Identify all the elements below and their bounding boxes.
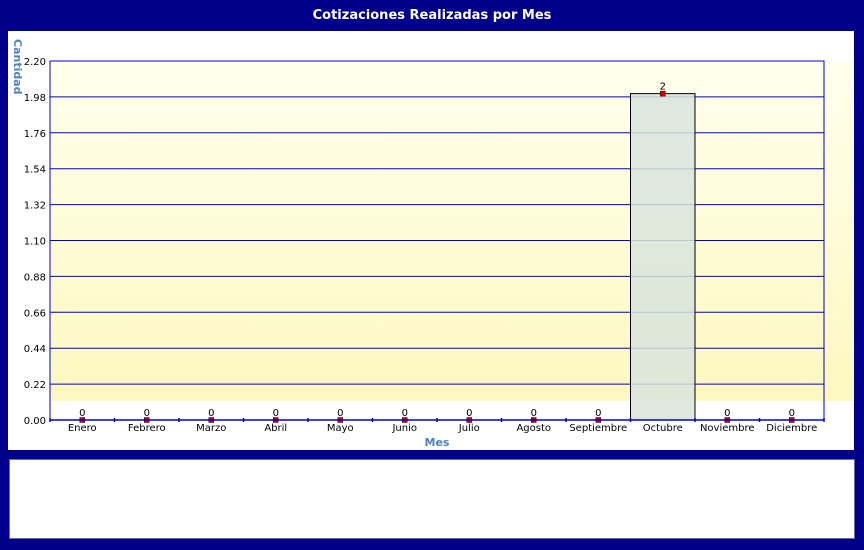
data-label: 0 [273,408,279,419]
chart-title: Cotizaciones Realizadas por Mes [312,8,552,23]
data-label: 0 [144,408,150,419]
y-tick-label: 1.10 [24,237,46,248]
data-label: 0 [79,408,85,419]
x-tick-label: Agosto [516,423,551,434]
y-tick-label: 0.44 [24,344,46,355]
y-tick-label: 1.76 [24,129,46,140]
y-tick-label: 0.88 [24,272,46,283]
y-tick-label: 0.00 [24,416,46,427]
x-tick-label: Julio [458,423,480,434]
bar [630,93,696,421]
x-tick-label: Enero [68,423,97,434]
data-label: 0 [208,408,214,419]
x-tick-label: Abril [264,423,287,434]
x-tick-label: Diciembre [766,423,817,434]
data-label: 0 [724,408,730,419]
data-label: 0 [789,408,795,419]
bar-chart: 0.00 0.22 0.44 0.66 0.88 1.10 1.32 1.54 1.76 1.98… [11,39,854,449]
chart-panel: 0.00 0.22 0.44 0.66 0.88 1.10 1.32 1.54 1.76 1.98… [8,31,854,450]
x-tick-label: Mayo [327,423,354,434]
data-label: 0 [466,408,472,419]
x-tick-label: Noviembre [700,423,755,434]
x-tick-label: Febrero [128,423,166,434]
data-label: 0 [337,408,343,419]
legend-panel [9,459,855,539]
x-tick-label: Marzo [196,423,226,434]
plot-background [50,61,854,401]
y-tick-label: 1.54 [24,165,46,176]
y-tick-label: 0.66 [24,308,46,319]
y-axis-label: Cantidad [11,39,24,95]
data-label: 0 [531,408,537,419]
x-tick-label: Junio [391,423,417,434]
data-label: 0 [595,408,601,419]
data-label: 2 [660,82,666,93]
y-tick-label: 0.22 [24,380,46,391]
data-label: 0 [402,408,408,419]
x-axis-label: Mes [425,436,450,449]
axes [49,418,825,422]
y-tick-label: 2.20 [24,57,46,68]
y-tick-label: 1.98 [24,93,46,104]
data-marker [660,90,666,97]
x-tick-label: Septiembre [569,423,627,434]
labels: 0.00 0.22 0.44 0.66 0.88 1.10 1.32 1.54 1.76 1.98… [24,57,818,434]
y-tick-label: 1.32 [24,201,46,212]
x-tick-label: Octubre [643,423,683,434]
